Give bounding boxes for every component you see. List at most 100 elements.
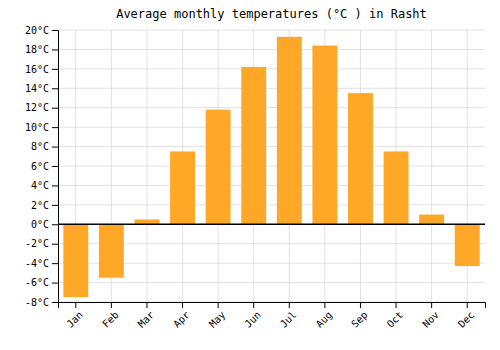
tick: 14°C bbox=[25, 83, 58, 94]
tick-mark bbox=[218, 302, 219, 308]
tick-mark bbox=[52, 185, 58, 186]
tick-label: Feb bbox=[100, 309, 121, 330]
tick: Sep bbox=[349, 302, 370, 330]
tick-mark bbox=[52, 302, 58, 303]
grid-line bbox=[58, 166, 485, 167]
axis-line bbox=[59, 303, 486, 309]
tick-label: 16°C bbox=[25, 64, 49, 75]
tick-label: Dec bbox=[456, 309, 477, 330]
tick-label: 12°C bbox=[25, 102, 49, 113]
grid-line bbox=[146, 30, 147, 302]
tick-label: Nov bbox=[420, 309, 441, 330]
bar bbox=[63, 224, 88, 297]
tick-label: 6°C bbox=[31, 161, 49, 172]
tick: Jul bbox=[278, 302, 299, 330]
y-grid bbox=[58, 30, 485, 302]
tick: 6°C bbox=[31, 161, 58, 172]
tick: Oct bbox=[385, 302, 406, 330]
tick: Feb bbox=[100, 302, 121, 330]
tick-mark bbox=[52, 205, 58, 206]
bar bbox=[455, 224, 480, 266]
tick-mark bbox=[52, 127, 58, 128]
tick-label: Apr bbox=[171, 309, 192, 330]
tick-mark bbox=[75, 302, 76, 308]
grid-line bbox=[58, 49, 485, 50]
tick-label: Aug bbox=[314, 309, 335, 330]
tick-mark bbox=[253, 302, 254, 308]
tick-mark bbox=[52, 147, 58, 148]
tick: -2°C bbox=[25, 238, 58, 249]
tick-mark bbox=[289, 302, 290, 308]
tick-label: Jun bbox=[242, 309, 263, 330]
grid-line bbox=[58, 204, 485, 205]
tick: Aug bbox=[314, 302, 335, 330]
grid-line bbox=[58, 127, 485, 128]
tick-label: May bbox=[207, 309, 228, 330]
grid-line bbox=[58, 107, 485, 108]
tick-mark bbox=[111, 302, 112, 308]
tick: 0°C bbox=[31, 219, 58, 230]
tick: Apr bbox=[171, 302, 192, 330]
bar bbox=[384, 151, 409, 224]
tick-mark bbox=[52, 244, 58, 245]
tick-mark bbox=[431, 302, 432, 308]
tick: Nov bbox=[420, 302, 441, 330]
tick: 2°C bbox=[31, 200, 58, 211]
grid-line bbox=[58, 30, 485, 31]
grid-line bbox=[58, 185, 485, 186]
tick: Mar bbox=[136, 302, 157, 330]
tick-mark bbox=[52, 263, 58, 264]
tick-mark bbox=[52, 88, 58, 89]
bar bbox=[312, 46, 337, 225]
bar bbox=[277, 37, 302, 224]
tick-label: 18°C bbox=[25, 44, 49, 55]
tick-label: 0°C bbox=[31, 219, 49, 230]
y-axis: -8°C -6°C -4°C -2°C 0°C 2°C 4°C 6°C 8°C 10°C 12°C 1… bbox=[25, 25, 59, 308]
bar bbox=[348, 93, 373, 224]
bar bbox=[206, 110, 231, 225]
tick: 16°C bbox=[25, 64, 58, 75]
tick: Jan bbox=[64, 302, 85, 330]
tick-label: 2°C bbox=[31, 200, 49, 211]
tick: 20°C bbox=[25, 25, 58, 36]
title: Average monthly temperatures (°C ) in Ra… bbox=[116, 7, 427, 21]
plot: -8°C -6°C -4°C -2°C 0°C 2°C 4°C 6°C 8°C 10°C 12°C 1… bbox=[25, 25, 486, 330]
tick: 8°C bbox=[31, 141, 58, 152]
tick-label: -4°C bbox=[25, 258, 49, 269]
grid-line bbox=[58, 282, 485, 283]
tick-mark bbox=[52, 108, 58, 109]
tick-mark bbox=[324, 302, 325, 308]
bars bbox=[63, 37, 479, 297]
tick: -4°C bbox=[25, 258, 58, 269]
zero-line bbox=[58, 224, 485, 226]
tick: Jun bbox=[242, 302, 263, 330]
grid-line bbox=[58, 68, 485, 69]
tick-label: -8°C bbox=[25, 297, 49, 308]
grid-line bbox=[58, 224, 485, 225]
tick: -6°C bbox=[25, 277, 58, 288]
tick-label: -6°C bbox=[25, 277, 49, 288]
tick-mark bbox=[52, 224, 58, 225]
tick: 12°C bbox=[25, 102, 58, 113]
tick-mark bbox=[360, 302, 361, 308]
tick-label: 4°C bbox=[31, 180, 49, 191]
tick-mark bbox=[52, 283, 58, 284]
tick-mark bbox=[467, 302, 468, 308]
tick-label: Mar bbox=[136, 309, 157, 330]
x-axis: Jan Feb Mar Apr May Jun Jul Aug Sep Oct Nov Dec bbox=[59, 302, 486, 330]
tick-label: 8°C bbox=[31, 141, 49, 152]
tick: -8°C bbox=[25, 297, 58, 308]
bar bbox=[99, 224, 124, 277]
tick-label: 10°C bbox=[25, 122, 49, 133]
tick-mark bbox=[182, 302, 183, 308]
tick: 18°C bbox=[25, 44, 58, 55]
tick: 10°C bbox=[25, 122, 58, 133]
tick-label: Jul bbox=[278, 309, 299, 330]
tick: 4°C bbox=[31, 180, 58, 191]
tick-mark bbox=[52, 69, 58, 70]
tick-mark bbox=[396, 302, 397, 308]
tick-label: 20°C bbox=[25, 25, 49, 36]
tick: Dec bbox=[456, 302, 477, 330]
tick-mark bbox=[52, 30, 58, 31]
bar bbox=[419, 215, 444, 225]
